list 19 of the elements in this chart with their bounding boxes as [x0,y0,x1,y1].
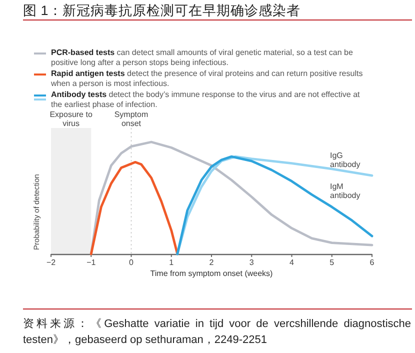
legend-label: Rapid antigen tests detect the presence of viral proteins and can return positive results when a person is most infectious. [51,69,364,88]
x-tick-label: 1 [168,258,175,267]
x-tick-label: 6 [368,258,376,267]
x-tick-label: 0 [128,258,134,267]
x-tick-label: −2 [45,258,57,267]
series-label: IgM antibody [330,182,362,200]
series-label: IgG antibody [330,151,362,169]
x-tick-label: 4 [288,258,295,267]
text: 资料来源：《Geshatte variatie in tijd voor de vercshillende diagnostische testen》，gebaseerd op sethuraman，2249-2251 [23,317,411,348]
x-tick-label: 5 [328,258,336,267]
chart-title: 图 1：新冠病毒抗原检测可在早期确诊感染者 [23,2,300,20]
x-axis-title: Time from symptom onset (weeks) [149,269,274,278]
legend-label: PCR-based tests can detect small amounts of viral genetic material, so a test can be positive long after a person stops being infectious. [51,48,354,67]
x-tick-label: 2 [208,258,215,267]
x-tick-label: −1 [86,258,97,267]
text: Antibody tests detect the body’s immune response to the virus and are not effective at the earliest phase of infection. [51,90,361,109]
band-label: Exposure to virus [48,110,94,128]
x-tick-label: 3 [248,258,255,267]
ref-line-label: Symptom onset [113,110,150,128]
